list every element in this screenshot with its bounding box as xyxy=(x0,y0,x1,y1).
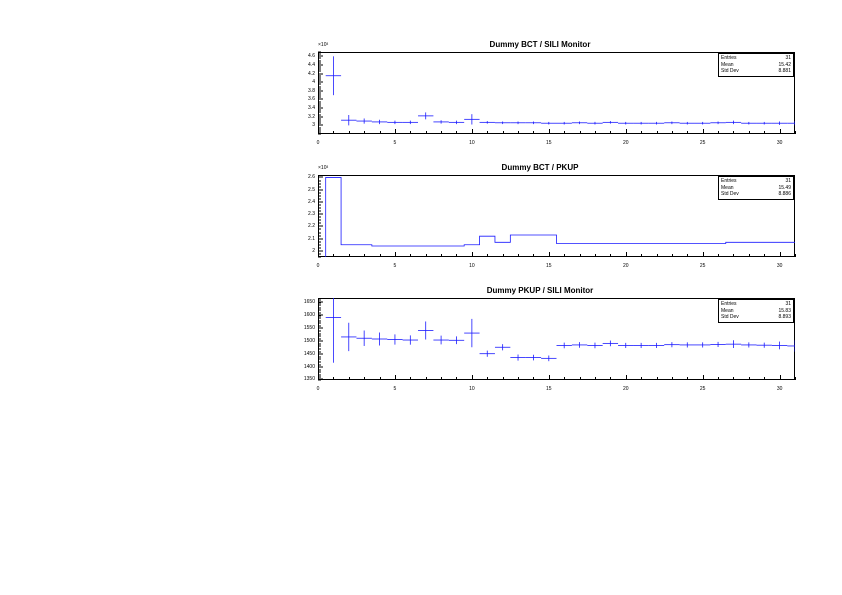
plot-svg xyxy=(285,52,795,146)
chart3: Dummy PKUP / SILI MonitorEntries31Mean15… xyxy=(285,298,795,392)
chart-title: Dummy BCT / PKUP xyxy=(285,163,795,172)
plot-svg xyxy=(285,175,795,269)
chart-title: Dummy PKUP / SILI Monitor xyxy=(285,286,795,295)
axis-exponent: ×10³ xyxy=(318,165,328,171)
chart-container: Dummy BCT / SILI MonitorEntries31Mean15.… xyxy=(0,0,842,595)
plot-svg xyxy=(285,298,795,392)
chart-title: Dummy BCT / SILI Monitor xyxy=(285,40,795,49)
axis-exponent: ×10³ xyxy=(318,42,328,48)
chart2: Dummy BCT / PKUPEntries31Mean15.49Std De… xyxy=(285,175,795,269)
chart1: Dummy BCT / SILI MonitorEntries31Mean15.… xyxy=(285,52,795,146)
